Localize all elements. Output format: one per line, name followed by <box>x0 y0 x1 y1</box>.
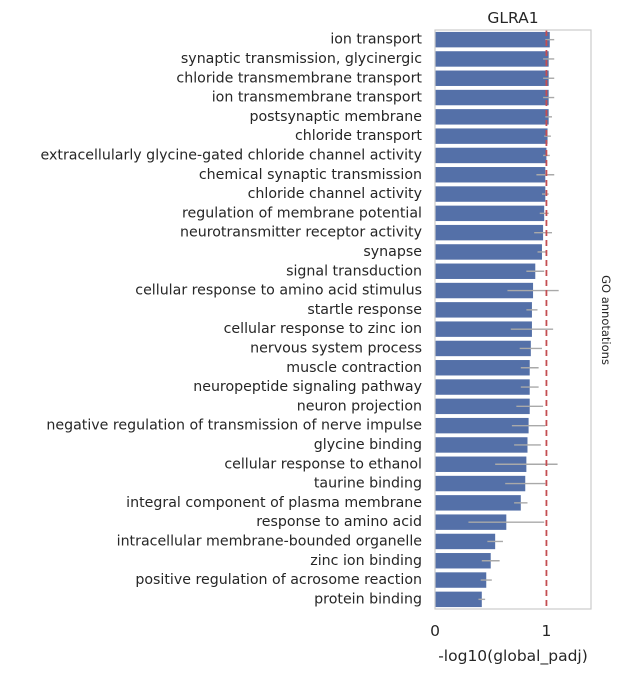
bar <box>435 31 550 48</box>
category-label: neurotransmitter receptor activity <box>180 225 422 241</box>
category-label: negative regulation of transmission of n… <box>46 418 422 434</box>
bar <box>435 379 530 395</box>
category-label: extracellularly glycine-gated chloride c… <box>41 147 423 163</box>
category-label: regulation of membrane potential <box>182 205 422 221</box>
bar <box>435 572 487 588</box>
category-label: startle response <box>307 302 422 318</box>
bar <box>435 224 544 241</box>
category-label: chloride transport <box>295 128 422 144</box>
bar <box>435 437 528 453</box>
errorbars-layer <box>468 38 559 601</box>
category-label: nervous system process <box>250 340 422 356</box>
category-label: protein binding <box>314 591 422 607</box>
category-label: glycine binding <box>314 437 422 453</box>
category-label: ion transport <box>330 32 422 48</box>
category-label: synaptic transmission, glycinergic <box>181 51 422 67</box>
x-axis-title: -log10(global_padj) <box>438 647 588 666</box>
bar <box>435 302 532 318</box>
category-label: taurine binding <box>314 476 422 492</box>
x-tick-label: 1 <box>541 622 551 640</box>
bar <box>435 360 530 376</box>
bar <box>435 186 546 202</box>
bar <box>435 282 534 299</box>
bar <box>435 417 529 434</box>
bar <box>435 591 482 608</box>
chart-title: GLRA1 <box>487 9 538 27</box>
bar <box>435 109 549 125</box>
category-label: neuron projection <box>297 398 422 414</box>
x-tick-label: 0 <box>430 622 440 640</box>
bar <box>435 553 491 569</box>
category-label: intracellular membrane-bounded organelle <box>117 533 422 549</box>
bar <box>435 89 549 106</box>
bars-layer <box>435 31 550 608</box>
category-label: positive regulation of acrosome reaction <box>135 572 422 588</box>
bar <box>435 495 521 511</box>
bar <box>435 244 542 260</box>
bar <box>435 167 546 183</box>
bar <box>435 321 532 337</box>
bar <box>435 205 545 222</box>
category-label: ion transmembrane transport <box>212 90 423 106</box>
category-labels: ion transport synaptic transmission, glyc… <box>41 32 423 608</box>
category-label: cellular response to amino acid stimulus <box>135 283 422 299</box>
category-label: cellular response to ethanol <box>224 456 422 472</box>
bar <box>435 340 531 357</box>
category-label: cellular response to zinc ion <box>224 321 422 337</box>
bar <box>435 70 549 86</box>
category-label: chloride transmembrane transport <box>176 70 422 86</box>
side-label: GO annotations <box>599 275 613 365</box>
category-label: zinc ion binding <box>310 553 422 569</box>
bar <box>435 475 526 492</box>
category-label: chloride channel activity <box>248 186 422 202</box>
bar <box>435 398 530 415</box>
category-label: signal transduction <box>286 263 422 279</box>
category-label: synapse <box>363 244 422 260</box>
bar <box>435 147 547 164</box>
category-label: neuropeptide signaling pathway <box>193 379 422 395</box>
bar <box>435 456 527 472</box>
category-label: integral component of plasma membrane <box>126 495 422 511</box>
category-label: response to amino acid <box>256 514 422 530</box>
bar <box>435 263 536 279</box>
category-label: chemical synaptic transmission <box>199 167 422 183</box>
category-label: postsynaptic membrane <box>249 109 422 125</box>
bar <box>435 533 496 550</box>
bar <box>435 128 548 144</box>
category-label: muscle contraction <box>286 360 422 376</box>
plot-frame <box>434 29 592 610</box>
bar <box>435 51 549 67</box>
